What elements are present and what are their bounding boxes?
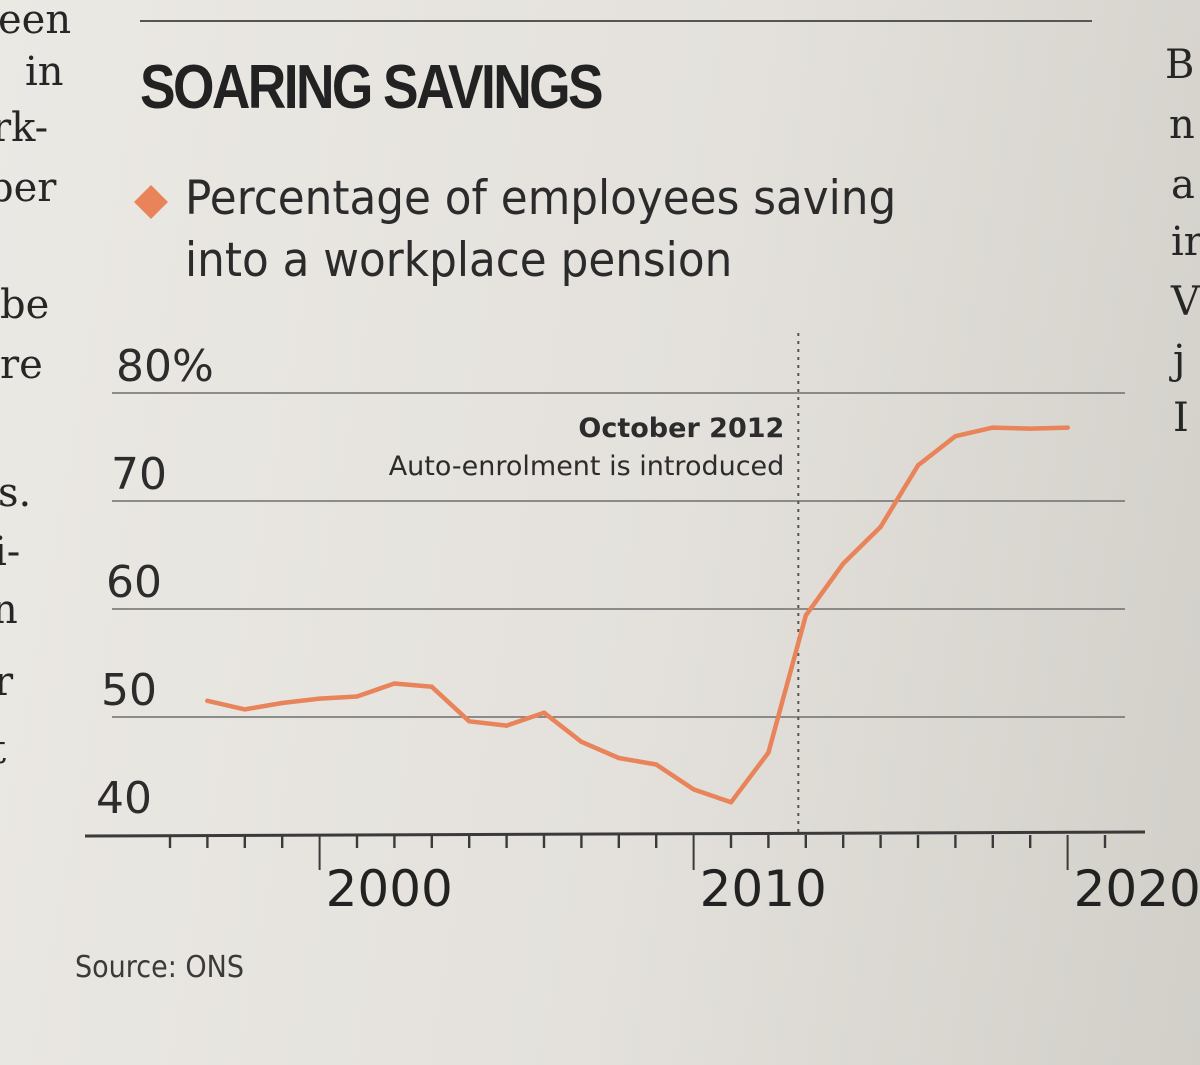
data-point [205, 698, 210, 703]
left-fragment: per [0, 165, 57, 211]
left-fragment: n [0, 587, 18, 633]
data-point [728, 800, 734, 805]
right-fragment: B [1165, 42, 1195, 88]
data-point [392, 681, 397, 686]
data-point [654, 762, 659, 767]
data-point [841, 561, 846, 566]
left-fragment: r [0, 659, 14, 705]
grid-lines [112, 392, 1125, 718]
top-rule [140, 20, 1092, 22]
annotation-text: Auto-enrolment is introduced [389, 451, 785, 482]
x-tick-label: 2000 [326, 860, 453, 918]
y-tick-label: 50 [101, 665, 157, 716]
left-fragment: t [0, 730, 6, 770]
data-point [242, 707, 247, 712]
annotation-date: October 2012 [578, 413, 784, 444]
data-point [915, 463, 921, 468]
left-fragment: in [25, 49, 64, 95]
chart-title: Percentage of employees saving into a wo… [185, 168, 929, 292]
y-tick-label: 60 [106, 557, 162, 608]
left-fragment: s. [0, 470, 32, 516]
right-fragment: j [1173, 337, 1186, 383]
y-tick-label: 80% [116, 341, 214, 392]
y-tick-label: 40 [96, 773, 152, 824]
y-tick-labels: 80% 70 60 50 40 [96, 341, 214, 824]
x-axis-line [84, 830, 1146, 838]
right-fragment: n [1169, 102, 1195, 148]
headline: SOARING SAVINGS [140, 53, 604, 122]
right-fragment: a [1171, 162, 1195, 208]
data-point [1028, 426, 1033, 431]
data-point [429, 684, 434, 689]
data-point [280, 700, 285, 706]
chart-title-line-1: Percentage of employees saving [185, 171, 897, 226]
data-point [317, 696, 322, 701]
left-fragment: rk- [0, 105, 49, 151]
right-fragment: ir [1171, 219, 1200, 265]
data-point [467, 719, 472, 724]
x-tick-label: 2020 [1074, 860, 1200, 918]
left-fragment: een [0, 0, 72, 43]
data-point [953, 434, 958, 439]
series-line [205, 425, 1070, 805]
data-point [579, 739, 584, 745]
data-point [878, 524, 883, 530]
left-fragment: be [0, 282, 50, 328]
data-point [766, 750, 771, 755]
data-point [541, 710, 547, 715]
left-fragment: re [0, 342, 43, 388]
y-tick-label: 70 [111, 449, 167, 500]
chart-title-line-2: into a workplace pension [185, 233, 733, 288]
left-fragment: i- [0, 529, 21, 575]
data-point [354, 694, 360, 699]
data-point [990, 425, 995, 430]
right-fragment: V [1171, 279, 1200, 325]
right-fragment: I [1173, 395, 1189, 441]
annotation: October 2012 Auto-enrolment is introduced [389, 333, 800, 832]
x-axis: 2000 2010 2020 [84, 830, 1200, 918]
data-point [504, 723, 509, 728]
series-group [205, 425, 1070, 805]
source-note: Source: ONS [75, 950, 245, 985]
x-tick-label: 2010 [700, 860, 827, 918]
data-point [803, 613, 808, 618]
data-point [691, 787, 696, 792]
data-point [616, 755, 621, 761]
data-point [1065, 425, 1070, 430]
